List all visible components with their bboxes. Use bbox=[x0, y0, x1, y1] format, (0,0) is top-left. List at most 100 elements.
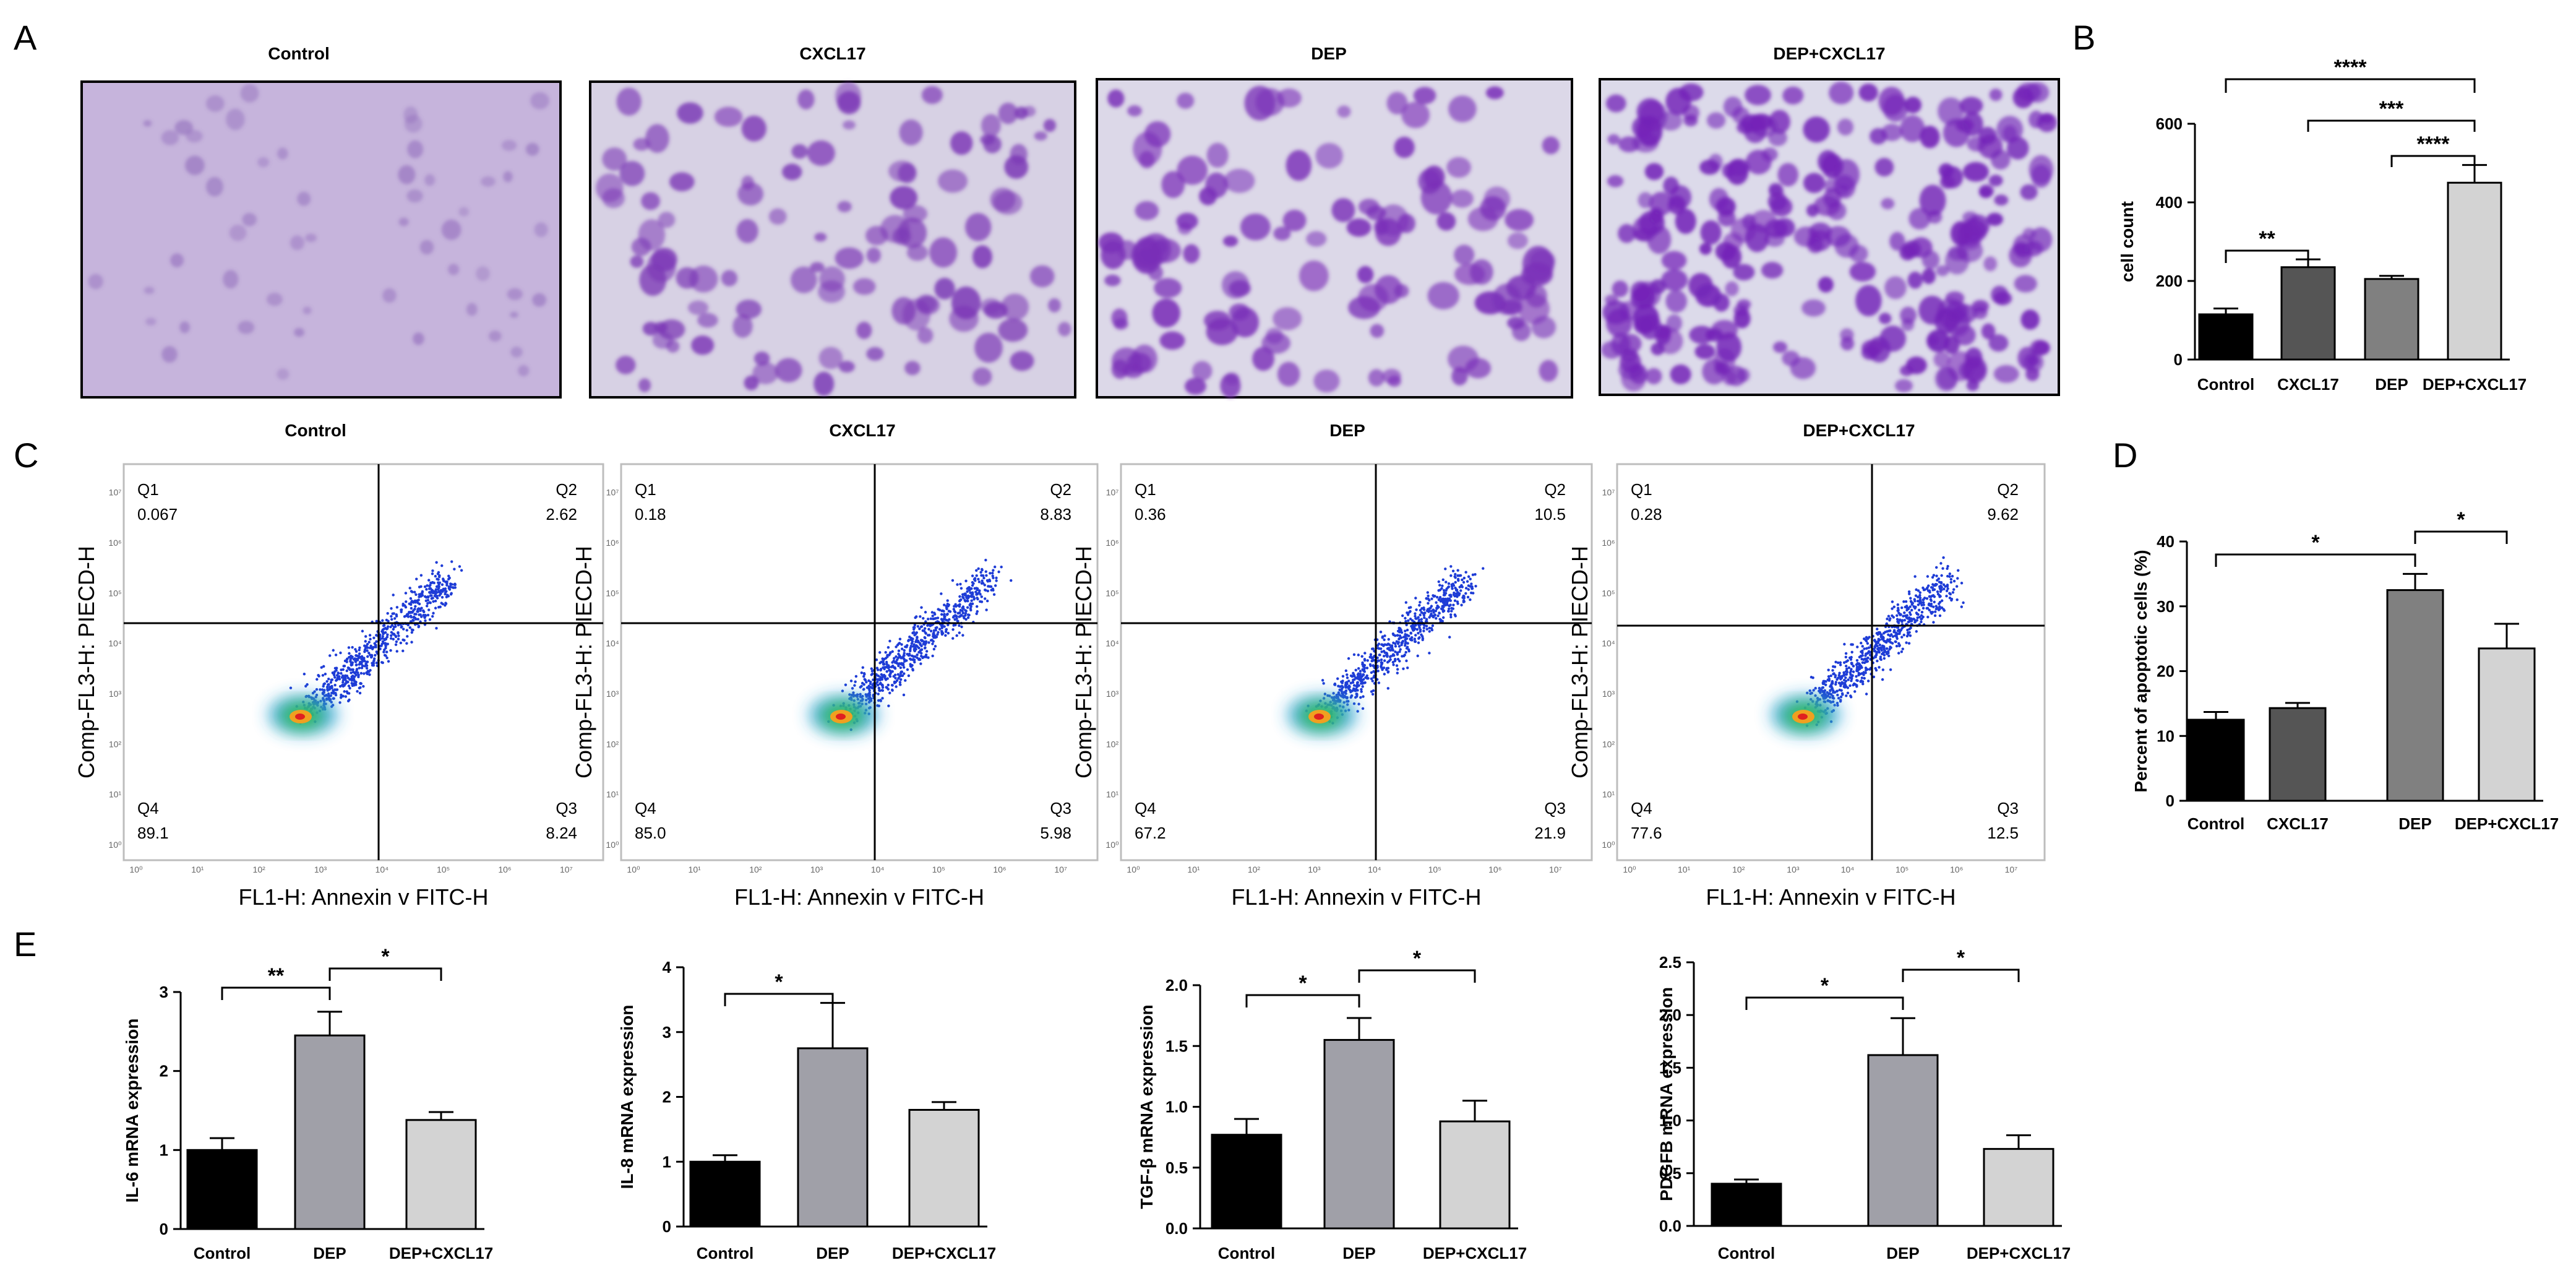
cell-stain-blob bbox=[1454, 244, 1475, 265]
cell-stain-blob bbox=[510, 347, 523, 358]
cell-stain-blob bbox=[1849, 244, 1868, 262]
cell-stain-blob bbox=[1048, 298, 1061, 313]
cell-stain-blob bbox=[2020, 309, 2040, 330]
cell-stain-blob bbox=[818, 347, 843, 369]
event-dot bbox=[1852, 664, 1855, 668]
q1-value: 0.067 bbox=[137, 505, 178, 524]
flow-x-tick: 10⁰ bbox=[1623, 865, 1636, 874]
event-dot bbox=[1414, 615, 1417, 618]
cell-stain-blob bbox=[534, 222, 548, 238]
event-dot bbox=[1347, 679, 1350, 683]
flow-x-tick: 10³ bbox=[1787, 865, 1800, 874]
event-dot bbox=[1438, 598, 1441, 601]
event-dot bbox=[1876, 644, 1879, 647]
event-dot bbox=[1323, 692, 1327, 696]
event-dot bbox=[1422, 608, 1426, 611]
event-dot bbox=[319, 688, 322, 691]
cell-stain-blob bbox=[596, 173, 624, 202]
event-dot bbox=[1935, 574, 1938, 577]
event-dot bbox=[1891, 635, 1895, 638]
flow-y-tick: 10⁵ bbox=[606, 588, 619, 598]
cell-stain-blob bbox=[1993, 364, 2019, 383]
event-dot bbox=[435, 561, 438, 564]
event-dot bbox=[1940, 599, 1944, 602]
event-dot bbox=[437, 578, 440, 581]
event-dot bbox=[387, 619, 390, 623]
significance-bracket bbox=[724, 993, 834, 1006]
x-category-label: DEP+CXCL17 bbox=[2455, 814, 2559, 833]
cell-stain-blob bbox=[983, 135, 1002, 153]
event-dot bbox=[1897, 652, 1900, 655]
cell-stain-blob bbox=[1721, 244, 1742, 269]
event-dot bbox=[1449, 615, 1453, 619]
event-dot bbox=[408, 602, 411, 605]
event-dot bbox=[1913, 575, 1917, 578]
event-dot bbox=[1863, 676, 1866, 680]
event-dot bbox=[1921, 606, 1925, 610]
event-dot bbox=[1363, 666, 1367, 670]
cell-stain-blob bbox=[768, 208, 787, 225]
event-dot bbox=[346, 680, 350, 684]
event-dot bbox=[1451, 587, 1454, 590]
cell-stain-blob bbox=[1879, 313, 1892, 324]
event-dot bbox=[1441, 616, 1445, 619]
event-dot bbox=[382, 624, 385, 628]
cell-stain-blob bbox=[223, 270, 239, 289]
event-dot bbox=[1952, 588, 1956, 591]
event-dot bbox=[1936, 579, 1939, 582]
event-dot bbox=[403, 615, 406, 618]
event-dot bbox=[1419, 613, 1422, 616]
cell-stain-blob bbox=[1299, 261, 1329, 291]
event-dot bbox=[1344, 669, 1348, 673]
flow-y-tick: 10⁷ bbox=[1106, 488, 1119, 498]
event-dot bbox=[1420, 618, 1423, 621]
y-tick-label: 1.0 bbox=[1659, 1111, 1681, 1130]
cell-stain-blob bbox=[1700, 220, 1722, 245]
flow-y-tick: 10³ bbox=[109, 689, 122, 699]
event-dot bbox=[1377, 681, 1381, 684]
event-dot bbox=[1942, 583, 1946, 586]
event-dot bbox=[320, 688, 324, 691]
event-dot bbox=[961, 634, 964, 637]
flow-x-axis-label: FL1-H: Annexin v FITC-H bbox=[1231, 884, 1481, 910]
event-dot bbox=[924, 653, 928, 657]
x-category-label: DEP+CXCL17 bbox=[1967, 1244, 2071, 1262]
event-dot bbox=[899, 678, 903, 681]
event-dot bbox=[933, 611, 936, 615]
event-dot bbox=[1397, 637, 1401, 640]
cell-stain-blob bbox=[1152, 298, 1180, 328]
cell-stain-blob bbox=[1769, 110, 1790, 134]
event-dot bbox=[940, 629, 943, 633]
event-dot bbox=[975, 574, 978, 577]
event-dot bbox=[1432, 611, 1435, 614]
cell-stain-blob bbox=[972, 245, 993, 269]
event-dot bbox=[964, 594, 968, 597]
event-dot bbox=[420, 615, 423, 618]
micro-image-control bbox=[80, 80, 562, 399]
event-dot bbox=[1350, 694, 1353, 698]
event-dot bbox=[1842, 661, 1846, 664]
cell-stain-blob bbox=[1904, 97, 1922, 114]
x-category-label: Control bbox=[1218, 1244, 1275, 1262]
event-dot bbox=[1406, 628, 1409, 632]
event-dot bbox=[927, 656, 930, 659]
event-dot bbox=[1934, 566, 1938, 569]
bar-DEP bbox=[797, 1047, 869, 1228]
flow-y-tick: 10⁵ bbox=[108, 588, 121, 598]
event-dot bbox=[1846, 691, 1850, 694]
event-dot bbox=[982, 576, 985, 580]
event-dot bbox=[851, 687, 854, 690]
y-tick-label: 0 bbox=[663, 1217, 671, 1236]
cell-stain-blob bbox=[1370, 324, 1385, 338]
event-dot bbox=[1417, 616, 1420, 619]
event-dot bbox=[1917, 603, 1920, 606]
event-dot bbox=[1918, 596, 1922, 600]
event-dot bbox=[877, 699, 880, 702]
event-dot bbox=[895, 655, 898, 658]
cell-stain-blob bbox=[1001, 293, 1029, 321]
cell-stain-blob bbox=[1127, 105, 1142, 117]
x-category-label: DEP bbox=[1886, 1244, 1919, 1262]
event-dot bbox=[983, 597, 987, 600]
micro-title-control: Control bbox=[268, 44, 330, 63]
